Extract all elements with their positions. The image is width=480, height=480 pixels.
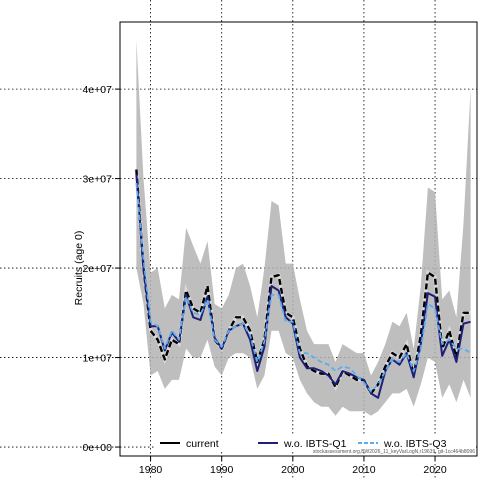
confidence-band — [136, 39, 471, 416]
x-tick-label-1990: 1990 — [210, 464, 234, 476]
y-axis-label: Recruits (age 0) — [73, 231, 85, 306]
x-tick-label-2010: 2010 — [352, 464, 376, 476]
y-tick-label-2e+07: 2e+07 — [83, 263, 113, 275]
plot-frame — [119, 21, 478, 457]
x-tick-label-1980: 1980 — [139, 464, 163, 476]
legend-box — [155, 436, 475, 450]
legend: current w.o. IBTS-Q1 w.o. IBTS-Q3 — [155, 436, 475, 450]
legend-label-w-o-ibts-q3: w.o. IBTS-Q3 — [383, 438, 447, 450]
x-axis: 1980 1990 2000 2010 2020 — [139, 456, 447, 476]
series-line-w-o-ibts-q1 — [135, 174, 471, 399]
x-tick-label-2000: 2000 — [281, 464, 305, 476]
series-line-w-o-ibts-q3 — [135, 183, 472, 393]
legend-label-current: current — [186, 438, 219, 450]
series-lines — [134, 169, 472, 399]
footnote: stockassessment.org,BW2026_11_keyVarLogN… — [313, 449, 475, 455]
y-axis: 0e+00 1e+07 2e+07 3e+07 4e+07 — [83, 84, 120, 454]
y-tick-label-0e+00: 0e+00 — [83, 442, 113, 454]
y-tick-label-3e+07: 3e+07 — [83, 174, 113, 186]
legend-label-w-o-ibts-q1: w.o. IBTS-Q1 — [283, 438, 347, 450]
y-tick-label-4e+07: 4e+07 — [83, 84, 113, 96]
x-tick-label-2020: 2020 — [423, 464, 447, 476]
y-tick-label-1e+07: 1e+07 — [83, 353, 113, 365]
